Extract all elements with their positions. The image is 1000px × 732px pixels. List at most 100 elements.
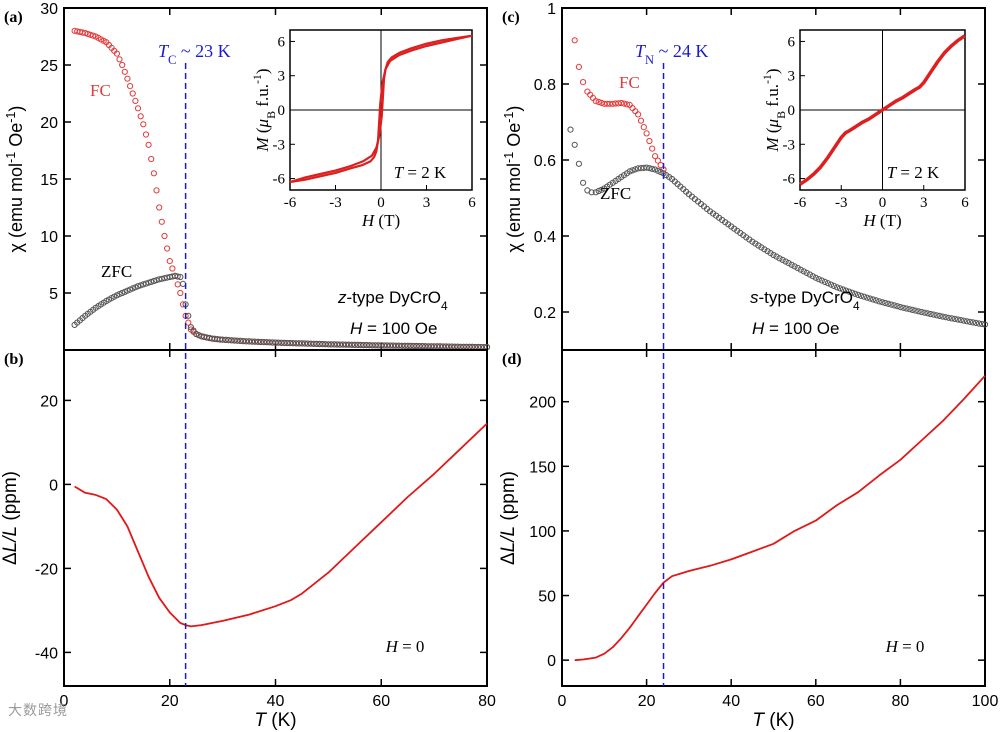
marker-c-zfc <box>879 299 886 306</box>
marker-c-zfc <box>972 319 980 326</box>
y-tick-label-d: 200 <box>529 395 556 412</box>
inset-x-tick-label-a: 0 <box>377 195 385 211</box>
y-tick-label-c: 0.2 <box>534 305 556 322</box>
marker-a-zfc <box>375 342 382 349</box>
y-tick-label-d: 50 <box>538 589 556 606</box>
y-tick-label-b: -20 <box>35 561 58 578</box>
marker-c-zfc <box>864 294 871 301</box>
marker-c-zfc <box>782 258 789 265</box>
marker-c-zfc <box>629 167 636 174</box>
marker-c-fc <box>620 100 628 107</box>
marker-c-zfc <box>646 165 653 172</box>
marker-a-fc <box>166 258 173 265</box>
x-tick-label-d: 60 <box>807 693 825 710</box>
marker-a-fc <box>87 31 94 38</box>
y-tick-label-a: 15 <box>40 172 58 189</box>
marker-c-zfc <box>855 291 862 298</box>
x-tick-label-d: 100 <box>972 693 999 710</box>
marker-c-zfc <box>806 271 813 278</box>
marker-c-zfc <box>852 290 859 297</box>
marker-c-zfc <box>963 318 971 325</box>
marker-c-zfc <box>957 317 964 324</box>
marker-a-fc <box>150 170 157 177</box>
marker-c-fc <box>606 100 614 107</box>
marker-a-fc <box>142 131 150 138</box>
marker-a-zfc <box>293 340 300 347</box>
y-tick-label-c: 0.8 <box>534 77 556 94</box>
inset-y-tick-label-c: -3 <box>783 137 796 153</box>
marker-a-zfc <box>298 340 305 347</box>
marker-a-zfc <box>334 341 341 348</box>
x-tick-label-d: 40 <box>722 693 740 710</box>
marker-a-zfc <box>254 338 261 345</box>
marker-a-zfc <box>142 280 150 287</box>
inset-x-label-c: H (T) <box>862 211 901 230</box>
marker-c-zfc <box>654 167 662 174</box>
y-tick-label-d: 0 <box>547 653 556 670</box>
marker-a-fc <box>177 289 184 297</box>
marker-c-zfc <box>824 280 832 287</box>
marker-c-zfc <box>818 277 825 284</box>
marker-a-zfc <box>363 342 370 349</box>
marker-c-zfc <box>635 165 642 172</box>
watermark-text: 大数跨境 <box>8 703 68 719</box>
marker-c-zfc <box>867 295 874 302</box>
marker-c-zfc <box>770 251 777 259</box>
marker-c-zfc <box>930 311 937 318</box>
marker-c-zfc <box>882 299 889 307</box>
marker-c-fc <box>635 111 642 118</box>
marker-c-zfc <box>927 310 934 318</box>
marker-c-zfc <box>894 303 901 310</box>
marker-c-zfc <box>966 318 974 325</box>
marker-c-zfc <box>885 300 892 307</box>
marker-c-zfc <box>954 316 961 323</box>
y-axis-label-a: χ (emu mol-1 Oe-1) <box>4 106 26 253</box>
x-tick-label-d: 0 <box>558 693 567 710</box>
marker-a-fc <box>82 29 89 37</box>
marker-a-zfc <box>389 342 397 349</box>
marker-a-fc <box>113 50 121 57</box>
marker-a-zfc <box>357 341 364 349</box>
marker-c-zfc <box>900 304 907 311</box>
marker-a-zfc <box>231 337 238 344</box>
y-tick-label-c: 0.6 <box>534 153 556 170</box>
marker-a-zfc <box>269 339 276 346</box>
marker-a-zfc <box>422 343 429 350</box>
legend-fc-c: FC <box>619 73 640 92</box>
y-tick-label-a: 30 <box>40 1 58 18</box>
marker-c-fc <box>654 157 662 164</box>
marker-a-fc <box>161 232 168 240</box>
marker-c-zfc <box>776 255 783 262</box>
marker-a-zfc <box>384 342 391 349</box>
marker-a-fc <box>158 218 165 225</box>
marker-a-fc <box>174 281 181 288</box>
marker-c-zfc <box>567 126 574 133</box>
marker-c-zfc <box>909 306 916 313</box>
marker-c-zfc <box>924 310 931 317</box>
marker-a-fc <box>156 204 163 211</box>
panel-d-frame <box>561 349 986 687</box>
marker-a-zfc <box>428 343 435 350</box>
inset-c-curve-0 <box>799 34 966 186</box>
marker-a-zfc <box>272 339 279 346</box>
panel-label-d: (d) <box>502 351 522 368</box>
marker-c-zfc <box>839 286 847 293</box>
marker-c-zfc <box>906 306 913 313</box>
legend-fc-a: FC <box>90 81 111 100</box>
inset-x-tick-label-c: -3 <box>835 195 848 211</box>
panel-label-a: (a) <box>4 9 23 26</box>
marker-a-zfc <box>381 342 388 349</box>
marker-a-zfc <box>257 338 264 346</box>
marker-c-fc <box>649 145 656 152</box>
marker-a-fc <box>169 265 176 272</box>
marker-c-fc <box>595 98 602 106</box>
marker-a-zfc <box>351 341 358 348</box>
marker-a-zfc <box>140 281 147 288</box>
marker-a-fc <box>134 105 142 112</box>
y-tick-label-c: 1 <box>547 1 556 18</box>
marker-a-zfc <box>413 342 420 350</box>
marker-a-zfc <box>425 343 432 350</box>
marker-a-zfc <box>179 280 187 287</box>
inset-y-label-c: M (μB f.u.-1) <box>760 68 788 152</box>
strain-line-b <box>74 422 488 628</box>
